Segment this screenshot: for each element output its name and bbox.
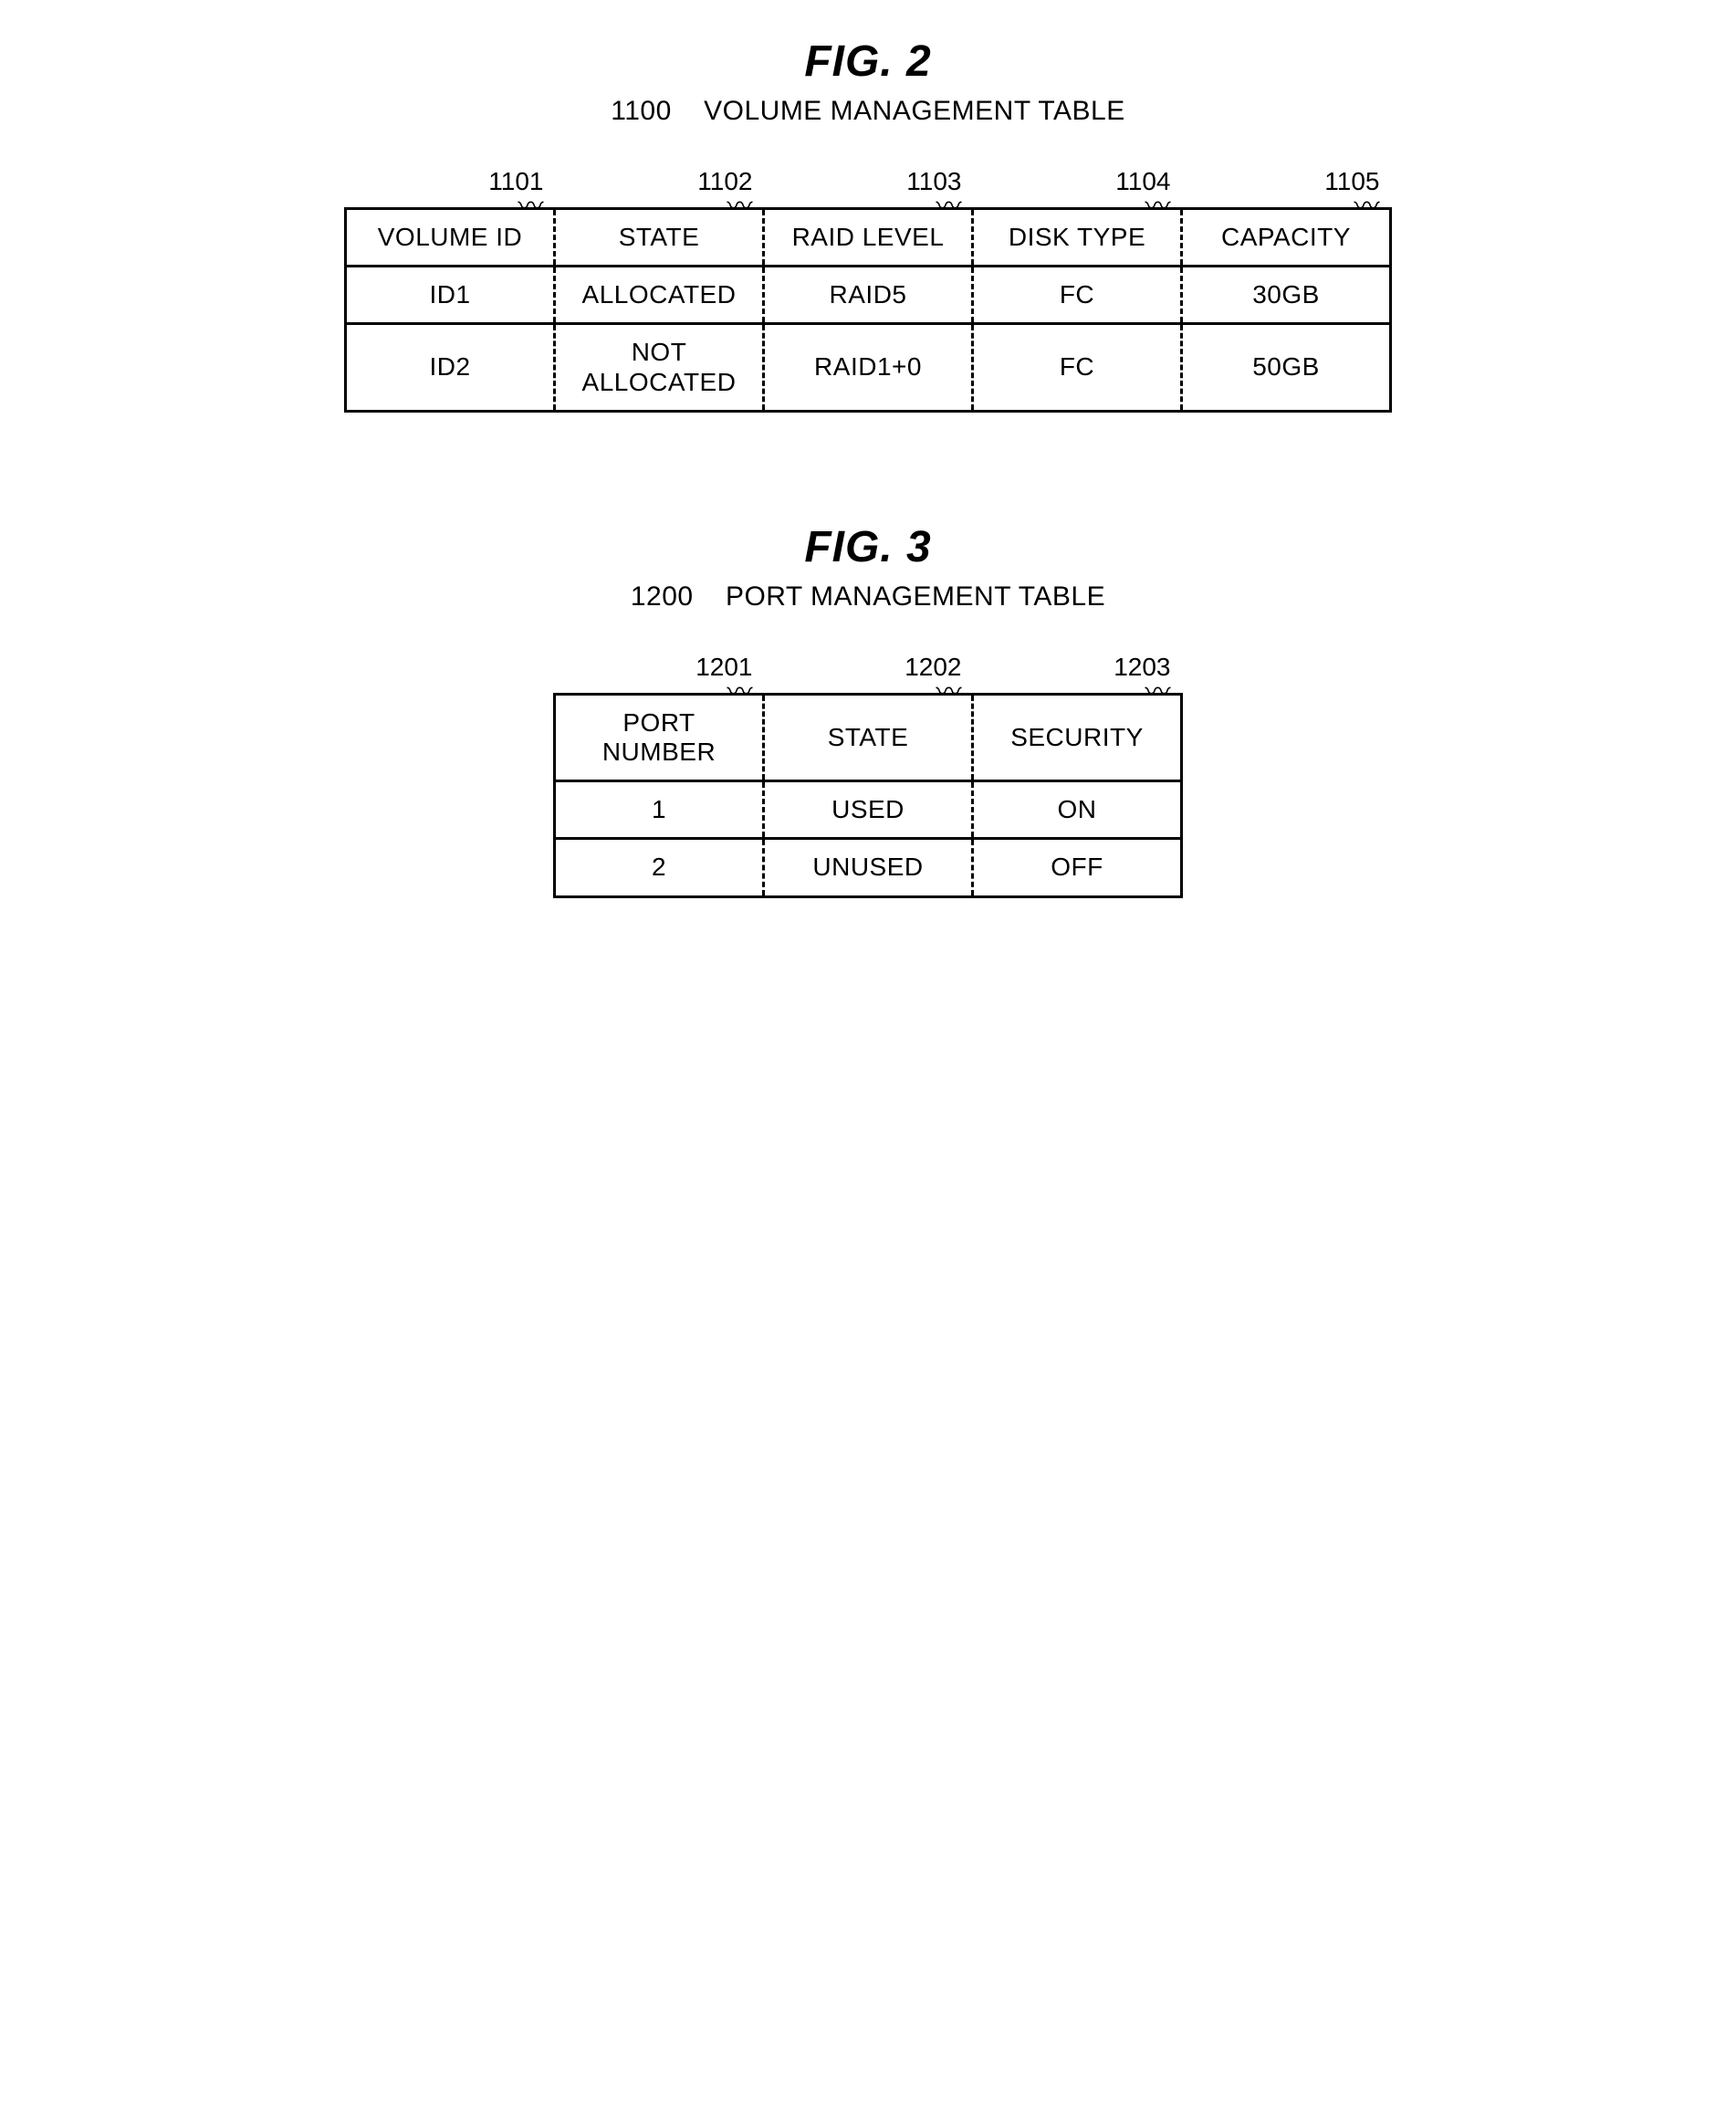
column-ref-row: 1101〰 1102〰 1103〰 1104〰 1105〰	[346, 163, 1391, 209]
cell: ON	[973, 781, 1182, 839]
cell: 2	[555, 839, 764, 896]
cell: 1	[555, 781, 764, 839]
squiggle-icon: 〰	[727, 686, 752, 698]
column-ref-row: 1201 〰 1202 〰 1203 〰	[555, 649, 1182, 695]
col-ref: 1105	[1324, 169, 1379, 194]
figure-3-caption: 1200 PORT MANAGEMENT TABLE	[37, 581, 1699, 613]
col-ref: 1102	[697, 169, 752, 194]
cell: UNUSED	[764, 839, 973, 896]
fig2-caption-text: VOLUME MANAGEMENT TABLE	[704, 96, 1125, 126]
col-header: PORTNUMBER	[555, 694, 764, 780]
figure-2-title: FIG. 2	[37, 37, 1699, 87]
squiggle-icon: 〰	[1145, 200, 1170, 213]
cell: ID2	[346, 324, 555, 411]
table-header-row: VOLUME ID STATE RAID LEVEL DISK TYPE CAP…	[346, 209, 1391, 267]
cell: ID1	[346, 267, 555, 324]
volume-management-table: 1101〰 1102〰 1103〰 1104〰 1105〰 VOLUME ID …	[344, 163, 1392, 413]
fig3-caption-ref: 1200	[631, 581, 694, 612]
col-header: SECURITY	[973, 694, 1182, 780]
table-row: ID1 ALLOCATED RAID5 FC 30GB	[346, 267, 1391, 324]
squiggle-icon: 〰	[1145, 686, 1170, 698]
squiggle-icon: 〰	[1354, 200, 1379, 213]
cell: RAID1+0	[764, 324, 973, 411]
table-header-row: PORTNUMBER STATE SECURITY	[555, 694, 1182, 780]
figure-3: FIG. 3 1200 PORT MANAGEMENT TABLE 1201 〰 …	[37, 522, 1699, 898]
col-header: STATE	[764, 694, 973, 780]
cell: FC	[973, 267, 1182, 324]
cell: 50GB	[1182, 324, 1391, 411]
col-ref: 1101	[488, 169, 543, 194]
col-ref: 1201	[695, 654, 752, 680]
col-ref: 1103	[906, 169, 961, 194]
col-ref: 1202	[905, 654, 961, 680]
col-ref: 1203	[1114, 654, 1170, 680]
col-ref: 1104	[1115, 169, 1170, 194]
fig3-caption-text: PORT MANAGEMENT TABLE	[726, 581, 1105, 612]
squiggle-icon: 〰	[936, 686, 961, 698]
fig2-caption-ref: 1100	[611, 96, 672, 126]
figure-2-caption: 1100 VOLUME MANAGEMENT TABLE	[37, 96, 1699, 127]
port-management-table: 1201 〰 1202 〰 1203 〰 PORTNUMBER STATE SECUR…	[553, 649, 1183, 898]
figure-3-title: FIG. 3	[37, 522, 1699, 572]
cell: RAID5	[764, 267, 973, 324]
cell: USED	[764, 781, 973, 839]
squiggle-icon: 〰	[936, 200, 961, 213]
table-row: ID2 NOTALLOCATED RAID1+0 FC 50GB	[346, 324, 1391, 411]
cell: NOTALLOCATED	[555, 324, 764, 411]
figure-2: FIG. 2 1100 VOLUME MANAGEMENT TABLE 1101…	[37, 37, 1699, 413]
table-row: 2 UNUSED OFF	[555, 839, 1182, 896]
table-row: 1 USED ON	[555, 781, 1182, 839]
squiggle-icon: 〰	[727, 200, 752, 213]
cell: 30GB	[1182, 267, 1391, 324]
cell: FC	[973, 324, 1182, 411]
squiggle-icon: 〰	[518, 200, 543, 213]
cell: OFF	[973, 839, 1182, 896]
cell: ALLOCATED	[555, 267, 764, 324]
